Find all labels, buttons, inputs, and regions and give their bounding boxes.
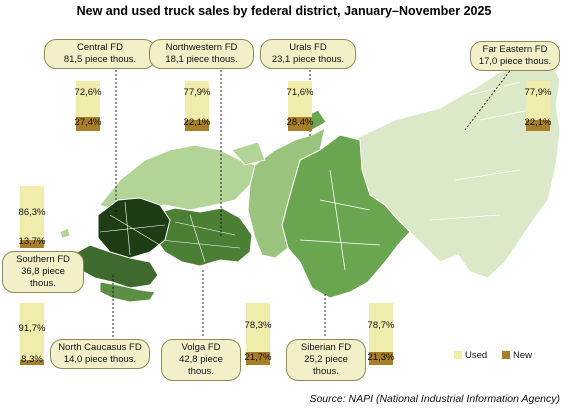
district-name: Far Eastern FD [482,44,548,55]
new-share-label: 22,1% [183,117,211,128]
share-bar-urals: 71,6% 28,4% [287,81,313,131]
region-central [97,197,171,259]
new-share-label: 21,3% [367,352,395,363]
callout-northwestern: Northwestern FD 18,1 piece thous. [149,39,254,69]
district-name: Urals FD [289,42,327,53]
callout-far-eastern: Far Eastern FD 17,0 piece thous. [470,41,560,71]
used-share-segment [246,303,270,352]
new-share-label: 8,3% [21,354,43,365]
legend-used: Used [454,350,487,361]
district-sales: 25,2 piece thous. [304,354,348,377]
new-share-segment [526,120,550,131]
district-name: Volga FD [181,342,221,353]
new-share-label: 28,4% [286,117,314,128]
district-name: North Caucasus FD [58,342,142,353]
used-share-label: 77,9% [183,87,211,98]
share-bar-volga: 78,3% 21,7% [245,303,271,365]
used-share-segment [369,303,393,352]
source-note: Source: NAPI (National Industrial Inform… [309,393,560,405]
new-share-segment [20,360,44,365]
new-share-segment [76,117,100,131]
district-sales: 18,1 piece thous. [165,54,238,65]
callout-southern: Southern FD 36,8 piece thous. [2,251,84,293]
used-share-label: 86,3% [18,207,46,218]
district-sales: 81,5 piece thous. [63,54,137,65]
district-name: Northwestern FD [165,42,238,53]
new-share-label: 21,7% [244,352,272,363]
callout-north-caucasus: North Caucasus FD 14,0 piece thous. [50,339,150,369]
share-bar-central: 72,6% 27,4% [75,81,101,131]
callout-volga: Volga FD 42,8 piece thous. [161,339,241,381]
share-bar-northwestern: 77,9% 22,1% [184,81,210,131]
share-bar-siberian: 78,7% 21,3% [368,303,394,365]
district-sales: 14,0 piece thous. [63,354,137,365]
district-name: Southern FD [16,254,70,265]
callout-urals: Urals FD 23,1 piece thous. [260,39,356,69]
used-share-label: 77,9% [524,87,552,98]
region-siberian [281,134,411,299]
new-share-segment [369,352,393,365]
legend-new-label: New [513,350,533,361]
new-share-segment [246,352,270,365]
share-bar-far-eastern: 77,9% 22,1% [525,81,551,131]
district-sales: 36,8 piece thous. [21,266,65,289]
new-share-label: 22,1% [524,117,552,128]
callout-central: Central FD 81,5 piece thous. [44,39,156,69]
new-share-segment [185,120,209,131]
legend-used-swatch [454,351,462,360]
region-kaliningrad [59,227,71,239]
region-southern [71,244,159,289]
region-volga [149,207,253,267]
used-share-label: 72,6% [74,87,102,98]
new-share-label: 27,4% [74,117,102,128]
used-share-segment [20,186,44,240]
island-northwestern [231,141,266,166]
district-sales: 23,1 piece thous. [271,54,345,65]
new-share-segment [20,240,44,248]
district-name: Siberian FD [300,342,352,353]
used-share-label: 71,6% [286,87,314,98]
used-share-label: 78,3% [244,320,272,331]
new-share-label: 13,7% [18,236,46,247]
district-sales: 17,0 piece thous. [478,56,552,67]
used-share-segment [20,303,44,360]
used-share-segment [526,81,550,120]
legend-new: New [502,350,532,361]
share-bar-north-caucasus: 91,7% 8,3% [19,303,45,365]
used-share-segment [288,81,312,117]
region-urals [247,127,326,259]
district-sales: 42,8 piece thous. [179,354,223,377]
legend-used-label: Used [465,350,488,361]
map-title: New and used truck sales by federal dist… [76,4,492,18]
legend-new-swatch [502,351,510,360]
used-share-label: 78,7% [367,320,395,331]
used-share-label: 91,7% [18,323,46,334]
share-bar-southern: 86,3% 13,7% [19,186,45,248]
callout-siberian: Siberian FD 25,2 piece thous. [286,339,366,381]
new-share-segment [288,117,312,131]
region-north-caucasus [99,281,156,303]
used-share-segment [76,81,100,117]
district-name: Central FD [77,42,123,53]
used-share-segment [185,81,209,120]
